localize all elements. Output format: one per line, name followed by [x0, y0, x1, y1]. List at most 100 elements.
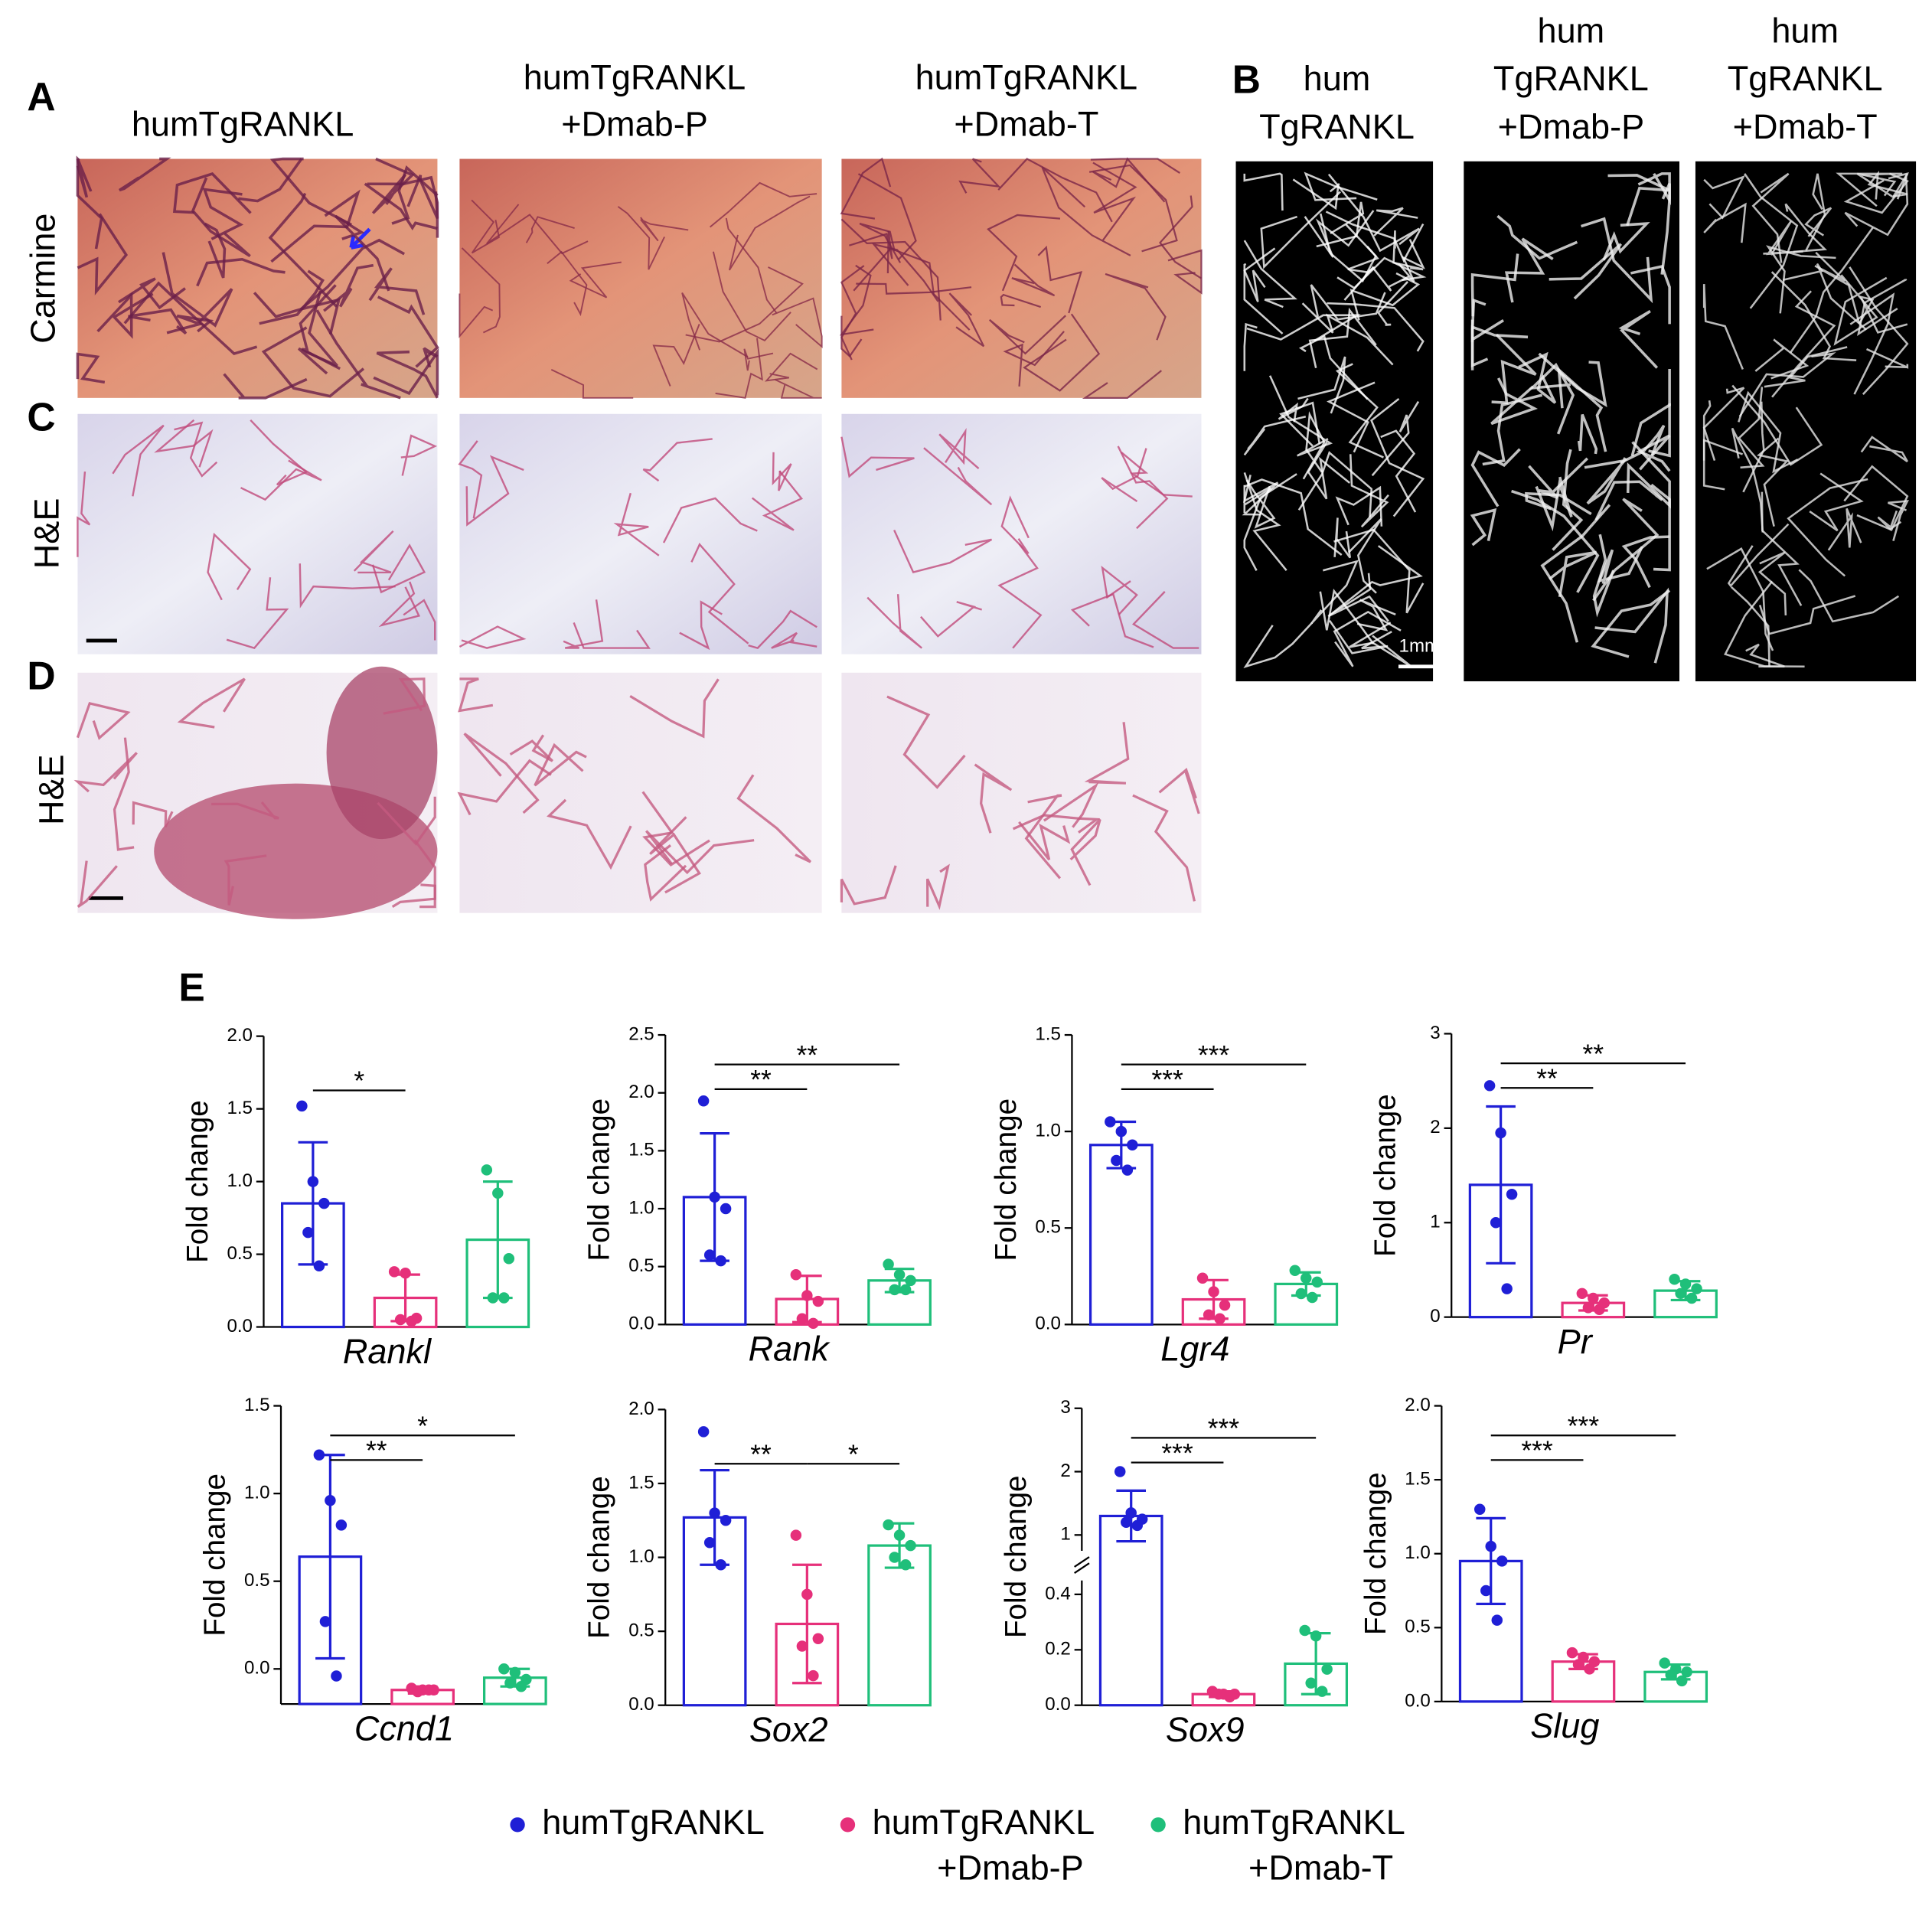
data-point — [1212, 1688, 1225, 1700]
column-header: +Dmab-T — [1733, 107, 1878, 146]
texture — [1592, 498, 1659, 602]
texture — [997, 158, 1113, 223]
texture — [1849, 292, 1895, 395]
texture — [1092, 157, 1166, 203]
texture — [1310, 560, 1359, 625]
texture — [644, 844, 687, 902]
data-point — [1659, 1657, 1670, 1669]
column-header: TgRANKL — [1259, 107, 1415, 146]
x-axis-label: Sox9 — [1166, 1710, 1245, 1749]
micrographs — [73, 155, 1917, 919]
texture — [1024, 794, 1062, 880]
error-bar — [792, 1563, 822, 1685]
texture — [1356, 599, 1396, 632]
data-point — [1105, 1116, 1116, 1128]
texture — [1380, 429, 1417, 513]
texture — [709, 181, 818, 228]
texture — [1867, 170, 1908, 200]
data-point — [1321, 1663, 1333, 1675]
texture — [948, 292, 985, 348]
data-point — [1566, 1647, 1578, 1659]
texture — [645, 830, 755, 875]
texture — [1328, 619, 1392, 654]
texture — [77, 860, 118, 908]
data-point — [318, 1197, 330, 1209]
data-point — [1131, 1519, 1143, 1532]
data-point — [893, 1269, 906, 1281]
data-point — [1681, 1666, 1692, 1678]
texture — [1041, 166, 1131, 256]
y-tick-label: 1.5 — [227, 1098, 253, 1118]
texture — [775, 378, 822, 399]
texture — [859, 222, 902, 263]
texture — [465, 455, 524, 527]
y-tick-label: 3 — [1060, 1397, 1070, 1418]
texture — [1702, 439, 1744, 491]
data-point — [883, 1519, 894, 1531]
texture — [1809, 472, 1864, 532]
texture — [840, 436, 915, 478]
texture — [162, 252, 233, 328]
data-point — [720, 1203, 732, 1215]
texture — [353, 530, 394, 574]
texture — [202, 188, 244, 240]
texture — [128, 308, 188, 335]
texture — [1730, 586, 1770, 667]
texture — [1630, 265, 1671, 325]
data-point — [1485, 1540, 1496, 1552]
texture — [253, 292, 341, 335]
panel-label: C — [27, 394, 55, 439]
texture — [240, 459, 322, 501]
data-point — [715, 1255, 726, 1267]
texture — [764, 352, 818, 382]
texture — [1703, 202, 1747, 243]
texture — [1090, 158, 1180, 174]
y-tick-label: 1.0 — [1405, 1542, 1431, 1563]
texture — [1843, 172, 1909, 214]
y-tick-label: 0.0 — [1405, 1690, 1431, 1711]
y-tick-label: 2.0 — [628, 1398, 654, 1419]
texture — [371, 543, 426, 594]
texture — [112, 424, 165, 497]
data-point — [709, 1191, 720, 1203]
row-label: H&E — [32, 754, 71, 825]
texture — [649, 816, 701, 894]
texture — [1798, 569, 1900, 623]
texture — [1121, 452, 1193, 498]
y-tick-label: 3 — [1430, 1023, 1440, 1043]
texture — [1592, 534, 1615, 618]
texture — [1597, 546, 1643, 585]
texture — [685, 266, 804, 343]
data-point — [423, 1684, 435, 1696]
texture — [1101, 565, 1138, 615]
texture — [1766, 245, 1836, 314]
texture — [1023, 313, 1101, 392]
data-point — [1196, 1272, 1209, 1284]
texture — [1243, 322, 1258, 371]
texture — [1738, 352, 1836, 417]
significance-label: ** — [366, 1435, 387, 1466]
data-point — [1289, 1265, 1301, 1276]
data-point — [801, 1290, 813, 1301]
texture — [1373, 207, 1418, 237]
texture — [1325, 211, 1425, 263]
texture — [681, 292, 749, 358]
texture — [269, 157, 352, 227]
y-tick-label: 0.0 — [1045, 1694, 1071, 1715]
data-point — [703, 1249, 716, 1261]
data-point — [1311, 1276, 1323, 1288]
texture — [1000, 293, 1042, 308]
data-point — [503, 1253, 515, 1265]
axis-break — [1074, 1556, 1090, 1574]
panel-label: B — [1232, 57, 1261, 101]
legend-marker — [510, 1817, 525, 1833]
texture — [1518, 351, 1557, 404]
texture — [679, 600, 723, 651]
texture — [376, 350, 439, 399]
texture — [509, 734, 553, 762]
significance-label: * — [848, 1439, 859, 1470]
texture — [1158, 768, 1200, 814]
data-point — [1483, 1080, 1496, 1092]
texture — [840, 265, 865, 361]
texture — [459, 625, 527, 649]
